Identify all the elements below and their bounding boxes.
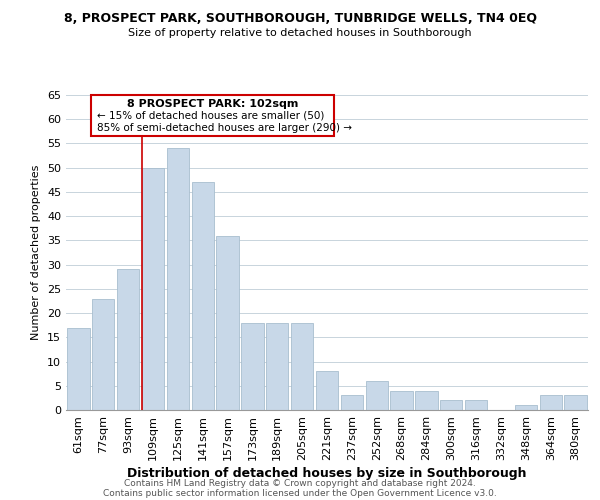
Bar: [191, 182, 214, 410]
Bar: [266, 323, 289, 410]
Text: Contains HM Land Registry data © Crown copyright and database right 2024.: Contains HM Land Registry data © Crown c…: [124, 478, 476, 488]
Bar: [341, 396, 363, 410]
Bar: [415, 390, 437, 410]
Y-axis label: Number of detached properties: Number of detached properties: [31, 165, 41, 340]
Bar: [465, 400, 487, 410]
Bar: [92, 298, 115, 410]
Bar: [142, 168, 164, 410]
Bar: [539, 396, 562, 410]
Bar: [565, 396, 587, 410]
Bar: [241, 323, 263, 410]
FancyBboxPatch shape: [91, 95, 334, 136]
Text: 85% of semi-detached houses are larger (290) →: 85% of semi-detached houses are larger (…: [97, 123, 352, 133]
Bar: [391, 390, 413, 410]
Bar: [365, 381, 388, 410]
Text: 8 PROSPECT PARK: 102sqm: 8 PROSPECT PARK: 102sqm: [127, 99, 298, 109]
Bar: [515, 405, 537, 410]
Bar: [167, 148, 189, 410]
Text: 8, PROSPECT PARK, SOUTHBOROUGH, TUNBRIDGE WELLS, TN4 0EQ: 8, PROSPECT PARK, SOUTHBOROUGH, TUNBRIDG…: [64, 12, 536, 26]
Bar: [440, 400, 463, 410]
Bar: [316, 371, 338, 410]
Bar: [291, 323, 313, 410]
Text: Contains public sector information licensed under the Open Government Licence v3: Contains public sector information licen…: [103, 488, 497, 498]
Text: ← 15% of detached houses are smaller (50): ← 15% of detached houses are smaller (50…: [97, 110, 325, 120]
Bar: [217, 236, 239, 410]
Bar: [117, 270, 139, 410]
Text: Size of property relative to detached houses in Southborough: Size of property relative to detached ho…: [128, 28, 472, 38]
X-axis label: Distribution of detached houses by size in Southborough: Distribution of detached houses by size …: [127, 467, 527, 480]
Bar: [67, 328, 89, 410]
